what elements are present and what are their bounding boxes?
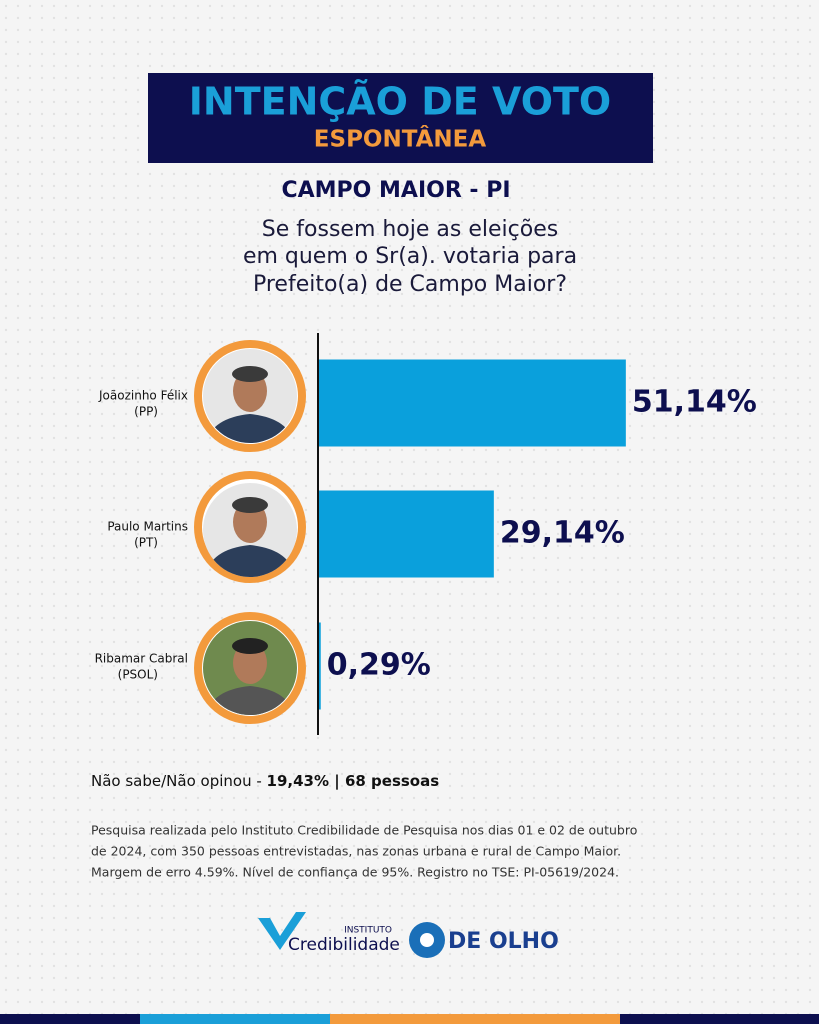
institute-logo-mark: [258, 912, 306, 950]
question-line: em quem o Sr(a). votaria para: [243, 244, 577, 269]
subtitle: ESPONTÂNEA: [314, 125, 487, 153]
bar: [319, 490, 494, 578]
candidate-party: (PT): [134, 536, 158, 550]
title-box: [148, 73, 653, 163]
bottom-strip: [0, 1014, 140, 1024]
undecided-value: 19,43% | 68 pessoas: [267, 772, 440, 791]
undecided: Não sabe/Não opinou - 19,43% | 68 pessoa…: [91, 772, 439, 791]
question-line: Se fossem hoje as eleições: [262, 217, 558, 242]
location: CAMPO MAIOR - PI: [281, 178, 510, 203]
bottom-strip: [140, 1014, 330, 1024]
bar: [319, 359, 626, 447]
candidate-photo: [203, 349, 297, 443]
title: INTENÇÃO DE VOTO: [189, 80, 611, 124]
candidate-name: Ribamar Cabral: [95, 652, 188, 666]
undecided-label: Não sabe/Não opinou -: [91, 772, 267, 790]
photo-body: [205, 545, 295, 577]
note-line: Pesquisa realizada pelo Instituto Credib…: [91, 823, 637, 838]
note-line: Margem de erro 4.59%. Nível de confiança…: [91, 865, 619, 880]
note-line: de 2024, com 350 pessoas entrevistadas, …: [91, 844, 621, 859]
bottom-strip: [620, 1014, 819, 1024]
photo-hair: [232, 638, 268, 654]
question-line: Prefeito(a) de Campo Maior?: [253, 272, 567, 297]
institute-logo-small: INSTITUTO: [344, 926, 392, 936]
candidate-party: (PSOL): [118, 668, 158, 682]
outlet-logo-eye: [420, 933, 434, 947]
bar: [319, 622, 321, 710]
photo-hair: [232, 497, 268, 513]
candidate-name: Paulo Martins: [107, 520, 188, 534]
value-label: 51,14%: [632, 385, 757, 420]
value-label: 0,29%: [327, 648, 431, 683]
photo-hair: [232, 366, 268, 382]
value-label: 29,14%: [500, 516, 625, 551]
bottom-strip: [330, 1014, 620, 1024]
candidate-party: (PP): [134, 405, 158, 419]
candidate-photo: [203, 621, 297, 715]
candidate-name: Joãozinho Félix: [98, 389, 188, 403]
candidate-photo: [203, 483, 297, 577]
institute-logo-text: Credibilidade: [288, 935, 400, 955]
outlet-logo-text: DE OLHO: [448, 929, 559, 954]
